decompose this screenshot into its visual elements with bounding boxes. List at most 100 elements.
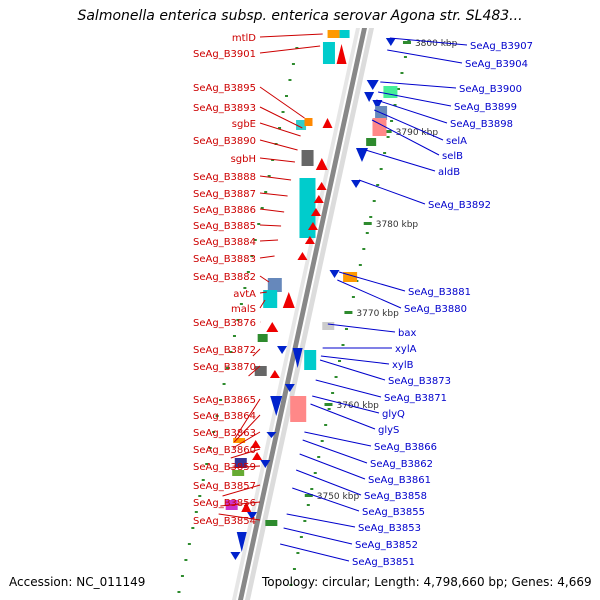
gene-block bbox=[322, 42, 335, 64]
tick-mark-outer bbox=[341, 344, 345, 346]
gene-arrow-forward bbox=[304, 236, 315, 244]
tick-mark-outer bbox=[334, 376, 338, 378]
gene-block bbox=[339, 30, 350, 38]
gene-label-left: malS bbox=[231, 304, 256, 315]
backbone-shadow bbox=[245, 28, 374, 600]
topology-label: Topology: circular; Length: 4,798,660 bp… bbox=[262, 575, 592, 589]
gene-label-right: SeAg_B3862 bbox=[370, 459, 433, 470]
gene-block bbox=[366, 138, 377, 146]
gene-label-left: SeAg_B3857 bbox=[193, 481, 256, 492]
tick-mark-inner bbox=[232, 335, 236, 337]
gene-label-left: avtA bbox=[233, 289, 256, 300]
tick-mark-inner bbox=[219, 399, 223, 401]
scale-tick-label: 3790 kbp bbox=[396, 128, 439, 138]
tick-mark-inner bbox=[243, 287, 247, 289]
leader-line-left bbox=[259, 139, 298, 151]
leader-line-left bbox=[228, 465, 261, 469]
tick-mark-inner bbox=[212, 431, 216, 433]
tick-mark-outer bbox=[362, 248, 366, 250]
tick-mark-inner bbox=[236, 319, 240, 321]
gene-block bbox=[263, 290, 278, 308]
leader-line-right bbox=[338, 271, 406, 292]
leader-line-left bbox=[259, 192, 288, 197]
leader-line-right bbox=[296, 469, 362, 496]
leader-line-right bbox=[292, 487, 360, 512]
gene-arrow-forward bbox=[252, 452, 263, 460]
gene-arrow-forward bbox=[307, 222, 318, 230]
gene-arrow-forward bbox=[266, 322, 279, 332]
leader-line-left bbox=[259, 33, 323, 38]
gene-block bbox=[265, 520, 278, 526]
tick-mark-inner bbox=[264, 191, 268, 193]
tick-mark-outer bbox=[396, 88, 400, 90]
gene-arrow-reverse bbox=[385, 38, 396, 46]
leader-line-right bbox=[280, 543, 350, 562]
tick-mark-inner bbox=[253, 239, 257, 241]
tick-mark-outer bbox=[386, 136, 390, 138]
tick-mark-inner bbox=[194, 511, 198, 513]
gene-label-right: glyQ bbox=[382, 409, 405, 420]
gene-label-left: SeAg_B3887 bbox=[193, 189, 256, 200]
gene-label-right: SeAg_B3851 bbox=[352, 557, 415, 568]
tick-mark-outer bbox=[393, 104, 397, 106]
leader-line-left bbox=[259, 157, 296, 163]
gene-label-left: SeAg_B3883 bbox=[193, 254, 256, 265]
gene-label-right: SeAg_B3898 bbox=[450, 119, 513, 130]
gene-label-right: SeAg_B3853 bbox=[358, 523, 421, 534]
gene-label-left: SeAg_B3886 bbox=[193, 205, 256, 216]
tick-mark-outer bbox=[390, 120, 394, 122]
tick-mark-inner bbox=[215, 415, 219, 417]
gene-label-left: SeAg_B3854 bbox=[193, 516, 256, 527]
gene-label-right: SeAg_B3899 bbox=[454, 102, 517, 113]
leader-line-left bbox=[252, 348, 261, 357]
leader-line-left bbox=[234, 398, 261, 439]
scale-tick-label: 3780 kbp bbox=[376, 220, 419, 230]
tick-mark-outer bbox=[376, 184, 380, 186]
scale-tick bbox=[383, 130, 392, 133]
map-title: Salmonella enterica subsp. enterica sero… bbox=[77, 8, 523, 24]
gene-label-left: sgbH bbox=[231, 154, 256, 165]
scale-tick-label: 3770 kbp bbox=[356, 309, 399, 319]
leader-line-left bbox=[259, 275, 270, 283]
gene-block bbox=[304, 118, 313, 126]
tick-mark-inner bbox=[284, 95, 288, 97]
tick-mark-outer bbox=[338, 360, 342, 362]
gene-label-right: SeAg_B3871 bbox=[384, 393, 447, 404]
tick-mark-inner bbox=[222, 383, 226, 385]
gene-block bbox=[290, 396, 307, 422]
scale-tick bbox=[363, 222, 372, 225]
tick-mark-outer bbox=[358, 264, 362, 266]
leader-line-left bbox=[259, 45, 321, 54]
gene-label-left: SeAg_B3884 bbox=[193, 237, 256, 248]
tick-mark-outer bbox=[351, 296, 355, 298]
gene-arrow-forward bbox=[313, 195, 324, 203]
gene-label-left: SeAg_B3863 bbox=[193, 428, 256, 439]
tick-mark-outer bbox=[303, 520, 307, 522]
tick-mark-outer bbox=[344, 328, 348, 330]
tick-mark-inner bbox=[260, 207, 264, 209]
leader-line-right bbox=[299, 453, 366, 480]
gene-label-left: SeAg_B3864 bbox=[193, 411, 256, 422]
gene-label-right: SeAg_B3866 bbox=[374, 442, 437, 453]
gene-block bbox=[322, 322, 335, 330]
gene-arrow-reverse bbox=[372, 100, 383, 110]
leader-line-right bbox=[358, 179, 426, 205]
gene-label-right: SeAg_B3892 bbox=[428, 200, 491, 211]
gene-arrow-reverse bbox=[292, 348, 303, 368]
tick-mark-inner bbox=[184, 559, 188, 561]
gene-label-left: SeAg_B3885 bbox=[193, 221, 256, 232]
scale-tick bbox=[304, 494, 313, 497]
gene-arrow-forward bbox=[269, 370, 280, 378]
tick-mark-inner bbox=[198, 495, 202, 497]
leader-line-right bbox=[376, 99, 448, 124]
gene-label-left: SeAg_B3895 bbox=[193, 83, 256, 94]
tick-mark-inner bbox=[278, 127, 282, 129]
tick-mark-outer bbox=[403, 56, 407, 58]
gene-arrow-reverse bbox=[329, 270, 340, 278]
tick-mark-inner bbox=[295, 47, 299, 49]
leader-line-left bbox=[218, 513, 261, 521]
leader-line-left bbox=[232, 431, 261, 449]
gene-arrow-reverse bbox=[284, 384, 295, 392]
tick-mark-inner bbox=[271, 159, 275, 161]
